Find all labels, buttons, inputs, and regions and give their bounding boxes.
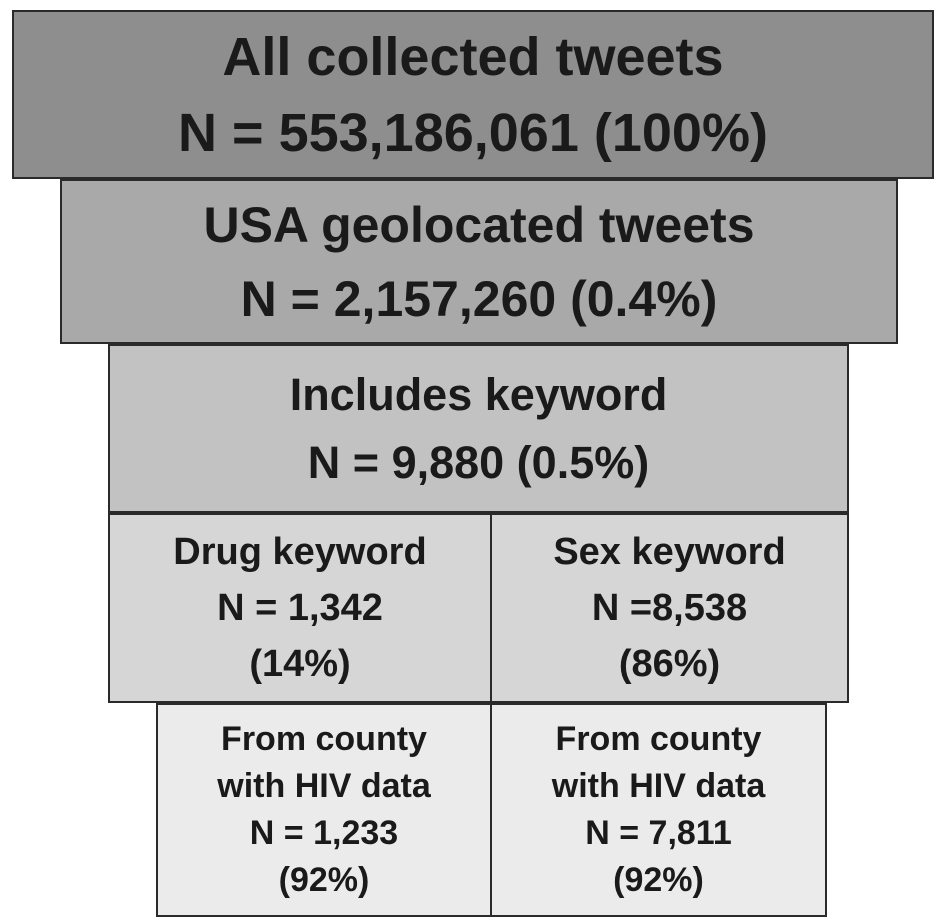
usa-geolocated-tweets-count: N = 2,157,260 (0.4%) xyxy=(240,270,718,327)
includes-keyword-title: Includes keyword xyxy=(289,368,668,420)
sex-keyword-percent: (86%) xyxy=(618,643,721,685)
sex-hiv-county-box: From county with HIV data N = 7,811 (92%… xyxy=(490,703,827,917)
drug-hiv-county-count: N = 1,233 xyxy=(249,814,399,852)
drug-hiv-county-box: From county with HIV data N = 1,233 (92%… xyxy=(156,703,492,917)
drug-hiv-county-line2: with HIV data xyxy=(217,767,431,805)
all-collected-tweets-count: N = 553,186,061 (100%) xyxy=(178,102,768,163)
drug-keyword-box: Drug keyword N = 1,342 (14%) xyxy=(108,513,492,703)
drug-keyword-title: Drug keyword xyxy=(173,531,427,573)
usa-geolocated-tweets-title: USA geolocated tweets xyxy=(203,196,755,253)
sex-keyword-title: Sex keyword xyxy=(553,531,786,573)
all-collected-tweets-title: All collected tweets xyxy=(222,26,724,87)
drug-keyword-count: N = 1,342 xyxy=(217,587,383,629)
drug-hiv-county-percent: (92%) xyxy=(278,861,370,899)
sex-hiv-county-count: N = 7,811 xyxy=(585,814,732,852)
usa-geolocated-tweets-box: USA geolocated tweets N = 2,157,260 (0.4… xyxy=(60,179,898,344)
drug-hiv-county-line1: From county xyxy=(221,720,427,758)
sex-hiv-county-line1: From county xyxy=(555,720,762,758)
sex-hiv-county-percent: (92%) xyxy=(613,861,704,899)
sex-hiv-county-line2: with HIV data xyxy=(551,767,766,805)
sex-keyword-box: Sex keyword N =8,538 (86%) xyxy=(490,513,849,703)
sex-keyword-count: N =8,538 xyxy=(591,587,748,629)
includes-keyword-count: N = 9,880 (0.5%) xyxy=(307,436,650,488)
all-collected-tweets-box: All collected tweets N = 553,186,061 (10… xyxy=(12,10,934,179)
includes-keyword-box: Includes keyword N = 9,880 (0.5%) xyxy=(108,344,849,513)
drug-keyword-percent: (14%) xyxy=(249,643,351,685)
